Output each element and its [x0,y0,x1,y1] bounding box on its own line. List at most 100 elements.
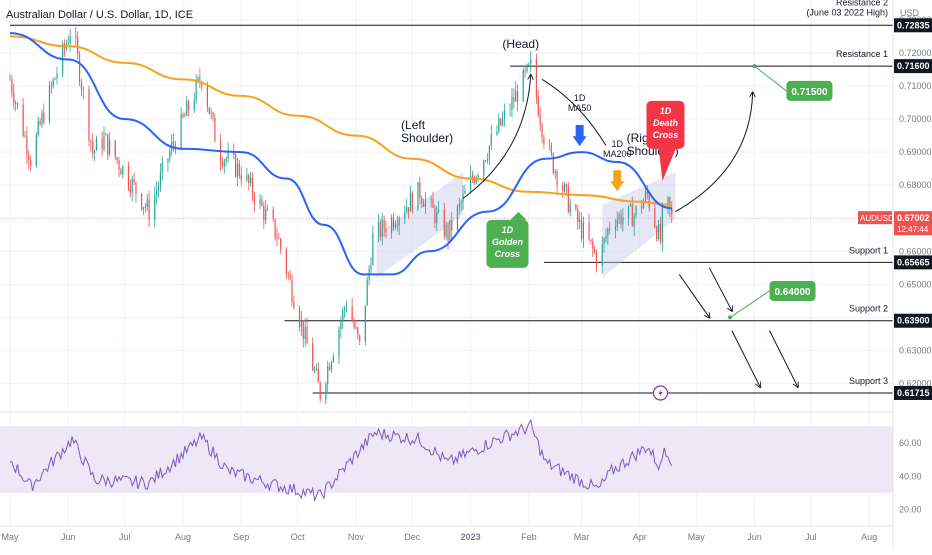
candle-body [43,112,45,123]
candle-body [180,113,182,150]
currency-label: USD [900,8,920,18]
candle-body [259,199,261,204]
projection-arrows [462,64,798,387]
candle-body [488,145,490,159]
candle-body [366,279,368,306]
support-3-label: Support 3 [849,376,888,386]
candle-body [644,191,647,202]
candle-body [238,163,240,176]
candle-body [543,137,545,145]
candle-body [193,100,195,110]
candle-body [671,208,673,215]
candle-body [225,158,227,161]
time-tick-label: Apr [633,532,647,542]
candle-body [411,192,413,211]
ma200-arrow [610,170,625,192]
price-tick-label: 0.65000 [899,279,932,289]
candle-body [661,206,663,242]
candle-body [263,205,265,220]
candle-body [313,369,316,371]
bear-projection-arrow [708,267,732,311]
time-tick-label: Jun [61,532,76,542]
candle-body [552,153,554,174]
support-3-price-label: 0.61715 [897,388,930,398]
candle-body [344,308,346,311]
candle-body [95,138,98,151]
candle-body [590,239,592,242]
candle-body [443,209,445,237]
candle-body [458,203,460,207]
candle-body [199,77,201,83]
candle-body [353,321,355,328]
death-cross-pointer [658,146,677,181]
candle-body [475,177,477,183]
time-tick-label: Dec [404,532,421,542]
resistance-2-price-label: 0.72835 [897,20,930,30]
bear-projection-arrow [678,274,709,317]
candle-body [116,157,118,161]
candle-body [235,155,237,177]
candle-body [250,177,252,184]
resistance-2-price-tag [894,18,932,33]
candle-body [541,124,543,138]
candle-body [631,204,633,227]
candle-body [526,64,528,72]
candle-body [456,206,459,231]
candle-body [633,215,635,227]
candle-body [325,383,327,400]
support-2-price-label: 0.63900 [897,316,930,326]
candle-body [627,205,630,218]
channel-1 [376,171,464,278]
candle-body [496,131,498,135]
candle-body [80,82,83,90]
golden-cross-label: Cross [495,249,521,259]
candle-body [174,144,177,150]
candle-body [304,326,306,340]
candle-body [315,369,318,371]
candle-body [265,209,267,220]
candle-body [620,214,622,225]
candle-body [486,158,489,161]
candle-body [253,195,255,204]
candle-body [114,140,116,158]
target-up-label: 0.71500 [791,87,828,98]
target-down-box [769,280,816,301]
candle-body [285,249,287,274]
bear-projection-arrow [769,330,798,387]
ma50-label: MA50 [568,103,592,113]
candle-body [642,201,645,209]
current-price-tag [894,211,932,236]
candle-body [22,104,24,136]
support-1-label: Support 1 [849,245,888,255]
candle-body [392,217,395,228]
candle-body [436,211,438,224]
candle-body [141,193,143,210]
current-price-label: 0.67002 [897,213,930,223]
candle-body [233,151,235,156]
candle-body [438,209,440,212]
candle-body [94,150,96,154]
candle-body [575,205,577,209]
target-up-box [786,80,833,101]
candle-body [445,225,447,237]
candle-body [513,97,515,102]
candle-body [522,70,524,102]
candle-body [511,97,513,110]
candle-body [39,121,41,125]
candle-body [618,214,620,220]
candle-body [539,115,541,125]
candle-body [26,135,28,155]
candle-body [357,327,359,336]
candle-body [659,224,662,242]
chart-title: Australian Dollar / U.S. Dollar, 1D, ICE [6,9,193,21]
candle-body [154,195,156,221]
candle-body [90,140,92,142]
candle-body [298,308,301,328]
candle-body [240,175,242,180]
candle-body [214,117,216,142]
golden-cross-label: Golden [492,237,524,247]
ma50-line [9,32,672,276]
candle-body [385,228,387,233]
